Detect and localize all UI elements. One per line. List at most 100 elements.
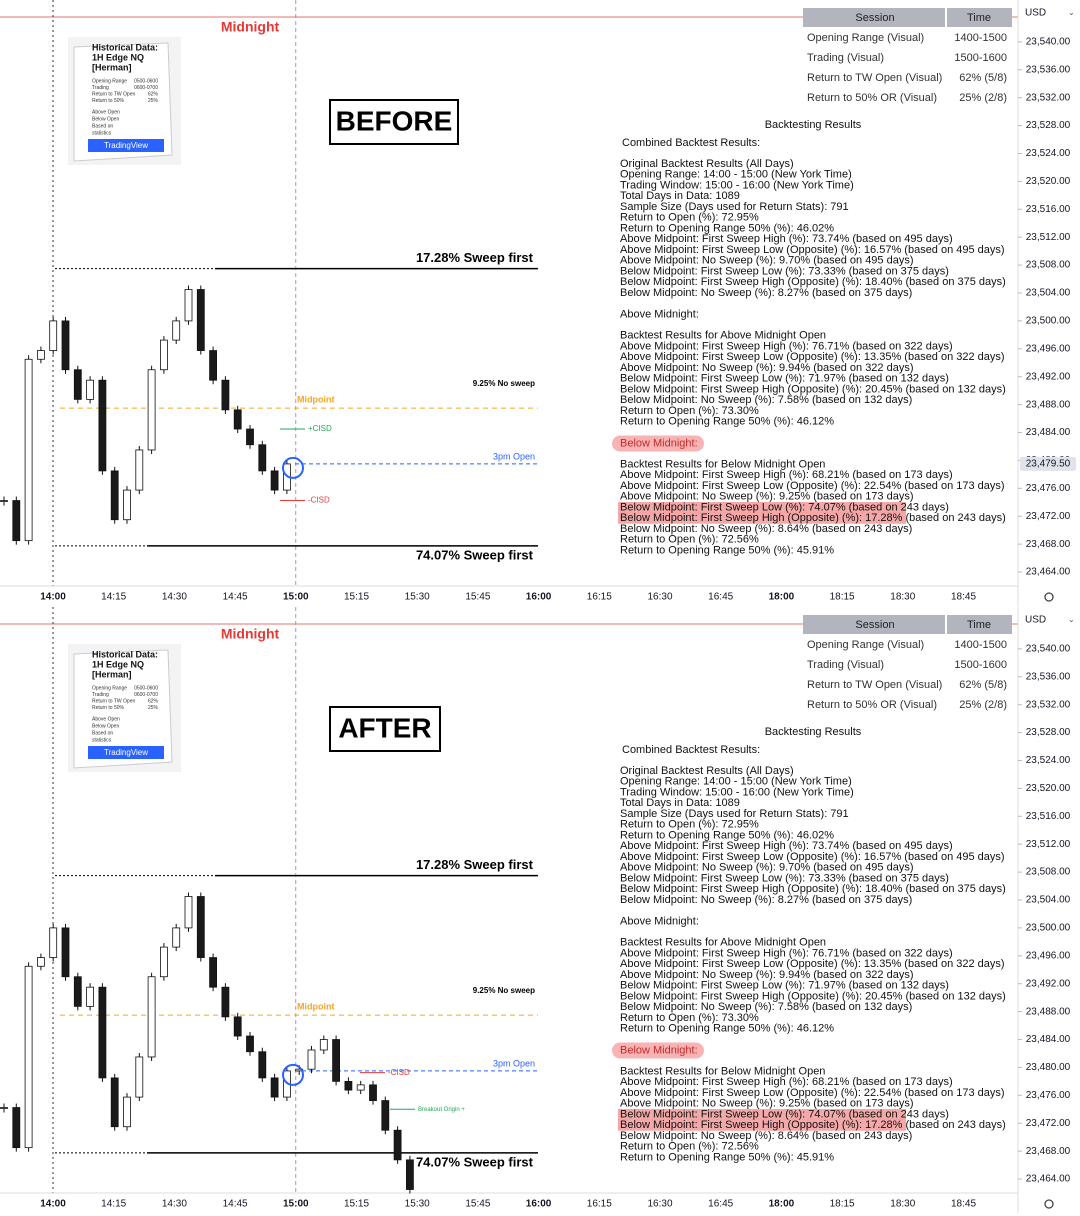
result-line: Above Midpoint: First Sweep High (%): 73… [620, 233, 953, 245]
result-line: Backtest Results for Above Midnight Open [620, 937, 826, 949]
midnight-label: Midnight [221, 19, 280, 35]
currency: USD [1025, 8, 1046, 19]
x-tick-label: 14:45 [223, 592, 248, 603]
settings-icon[interactable] [1044, 1199, 1054, 1209]
x-tick-label: 15:30 [405, 592, 430, 603]
candle [344, 1080, 353, 1091]
x-tick-label: 14:00 [40, 1199, 66, 1210]
result-line: Total Days in Data: 1089 [620, 190, 740, 202]
chart-panel: Midnight USD ⌄ 23,540.00 23,536.00 23,532.00 2… [0, 0, 1080, 606]
section-heading: Above Midnight: [620, 916, 699, 928]
cisd-label: Breakout Origin + [418, 1107, 465, 1113]
candle [184, 289, 193, 322]
candle [307, 1049, 316, 1070]
result-line: Below Midpoint: First Sweep Low (%): 71.… [620, 373, 949, 385]
candle [110, 1077, 119, 1128]
result-line: Return to Open (%): 72.56% [620, 534, 759, 546]
table-header: Session [855, 619, 894, 631]
thumb-row-value: 25% [148, 705, 159, 711]
table-cell: Return to 50% OR (Visual) [807, 92, 937, 104]
candle [49, 320, 58, 351]
candle [270, 1077, 279, 1098]
x-tick-label: 18:30 [890, 592, 915, 603]
sweep-high-label: 17.28% Sweep first [416, 857, 534, 872]
thumb-note: Below Open [92, 116, 119, 122]
table-header: Time [967, 619, 991, 631]
results-title: Backtesting Results [765, 119, 862, 131]
table-cell: Opening Range (Visual) [807, 639, 924, 651]
y-tick-label: 23,512.00 [1026, 839, 1071, 850]
candle [147, 976, 156, 1058]
result-line: Below Midpoint: First Sweep Low (%): 73.… [620, 265, 949, 277]
result-line: Return to Open (%): 72.95% [620, 212, 759, 224]
x-tick-label: 16:45 [708, 1199, 733, 1210]
result-line: Return to Opening Range 50% (%): 45.91% [620, 1151, 834, 1163]
result-line: Below Midpoint: First Sweep High (Opposi… [620, 276, 1006, 288]
result-line: Above Midpoint: No Sweep (%): 9.70% (bas… [620, 255, 914, 267]
candle [159, 946, 168, 978]
y-tick-label: 23,472.00 [1026, 1118, 1071, 1129]
candle [319, 1039, 328, 1051]
x-tick-label: 15:15 [344, 1199, 369, 1210]
candle [270, 470, 279, 491]
x-tick-label: 18:15 [830, 1199, 855, 1210]
result-line: Above Midpoint: No Sweep (%): 9.25% (bas… [620, 491, 914, 503]
y-tick-label: 23,504.00 [1026, 288, 1071, 299]
candle [123, 1096, 131, 1128]
candle [135, 449, 144, 491]
candle [24, 965, 33, 1149]
result-line: Above Midpoint: No Sweep (%): 9.70% (bas… [620, 862, 914, 874]
table-cell: 25% (2/8) [959, 699, 1007, 711]
result-line: Below Midpoint: First Sweep Low (%): 71.… [620, 980, 949, 992]
table-cell: 1400-1500 [954, 639, 1007, 651]
candle [258, 1051, 267, 1079]
candle [159, 339, 168, 371]
midnight-label: Midnight [221, 626, 280, 642]
result-line: Below Midpoint: No Sweep (%): 8.27% (bas… [620, 287, 912, 299]
candle [12, 1107, 21, 1149]
settings-icon[interactable] [1044, 592, 1054, 602]
candle [61, 320, 70, 371]
candle [381, 1100, 390, 1131]
result-line: Sample Size (Days used for Return Stats)… [620, 201, 849, 213]
x-tick-label: 14:30 [162, 592, 187, 603]
table-cell: Trading (Visual) [807, 659, 884, 671]
result-line: Above Midpoint: First Sweep High (%): 68… [620, 1076, 953, 1088]
result-line: Above Midpoint: First Sweep Low (Opposit… [620, 351, 1005, 363]
y-tick-label: 23,528.00 [1026, 727, 1071, 738]
y-tick-label: 23,496.00 [1026, 950, 1071, 961]
result-line: Above Midpoint: No Sweep (%): 9.94% (bas… [620, 362, 914, 374]
thumb-note: Below Open [92, 723, 119, 729]
candle [0, 1107, 8, 1109]
thumb-row-label: Opening Range [92, 685, 127, 691]
result-line: Backtest Results for Below Midnight Open [620, 1065, 825, 1077]
candle [73, 976, 82, 1007]
thumb-brand: TradingView [104, 748, 148, 757]
candle [258, 444, 267, 472]
candle [196, 289, 205, 351]
y-tick-label: 23,500.00 [1026, 316, 1071, 327]
candle [12, 500, 21, 542]
x-tick-label: 15:45 [465, 592, 490, 603]
y-tick-label: 23,520.00 [1026, 176, 1071, 187]
y-tick-label: 23,488.00 [1026, 1006, 1071, 1017]
result-line: Opening Range: 14:00 - 15:00 (New York T… [620, 776, 852, 788]
result-line: Below Midpoint: First Sweep Low (%): 73.… [620, 872, 949, 884]
candle [393, 1129, 402, 1161]
result-line: Below Midpoint: First Sweep Low (%): 74.… [620, 501, 949, 513]
candle [233, 409, 242, 430]
thumb-row-label: Return to 50% [92, 705, 125, 711]
y-tick-label: 23,508.00 [1026, 867, 1071, 878]
open-circle [282, 456, 304, 479]
result-line: Below Midpoint: First Sweep Low (%): 74.… [620, 1108, 949, 1120]
result-line: Above Midpoint: First Sweep High (%): 76… [620, 947, 953, 959]
y-tick-label: 23,524.00 [1026, 148, 1071, 159]
section-heading: Below Midnight: [620, 437, 698, 449]
line-highlight [618, 512, 906, 524]
candle [369, 1084, 377, 1101]
candle [24, 358, 33, 542]
candle [98, 379, 107, 472]
cisd-label: -CISD [308, 496, 330, 505]
candle [86, 379, 94, 400]
result-line: Opening Range: 14:00 - 15:00 (New York T… [620, 169, 852, 181]
